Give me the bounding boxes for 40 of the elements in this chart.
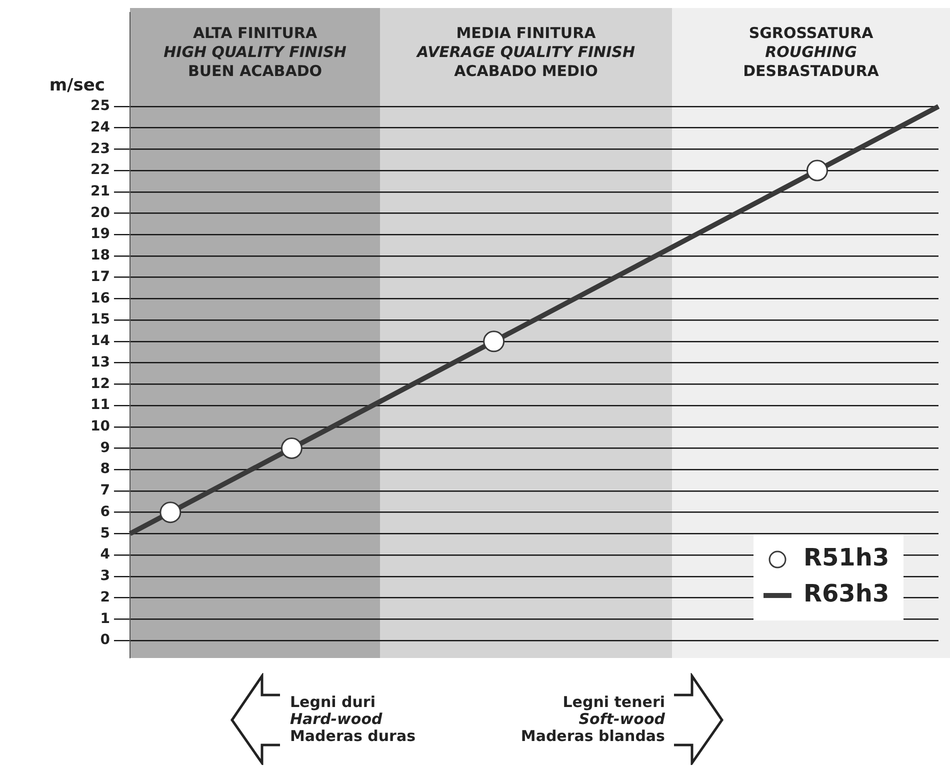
y-tick-label: 9 (100, 440, 110, 456)
y-tick-label: 7 (100, 482, 110, 499)
point (483, 330, 505, 352)
y-axis-title: m/sec (49, 75, 105, 96)
y-tick-label: 16 (90, 290, 110, 306)
legend-label: R51h3 (804, 544, 890, 572)
point (160, 502, 182, 524)
y-tick-label: 17 (90, 268, 110, 285)
y-tick-label: 6 (100, 504, 110, 520)
point (806, 160, 828, 182)
text: Legni duri Hard-wood Maderas duras (290, 693, 416, 745)
y-tick-label: 2 (100, 589, 110, 606)
point (280, 437, 302, 459)
y-tick-label: 1 (100, 610, 110, 627)
y-tick-label: 12 (90, 376, 110, 392)
y-tick-label: 10 (90, 418, 110, 435)
y-tick-label: 4 (100, 546, 110, 563)
y-tick-label: 3 (100, 568, 110, 584)
y-tick-label: 5 (100, 525, 110, 542)
y-tick-label: 18 (90, 248, 110, 264)
y-tick-label: 8 (100, 461, 110, 478)
y-tick-label: 21 (90, 184, 110, 200)
text: Legni teneri Soft-wood Maderas blandas (520, 693, 665, 745)
y-tick-label: 0 (100, 632, 110, 648)
y-tick-label: 20 (90, 204, 110, 221)
annotation: ALTA FINITURA HIGH QUALITY FINISH BUEN ACABADO (162, 24, 348, 81)
y-tick-label: 15 (90, 312, 110, 328)
y-tick-label: 19 (90, 226, 110, 242)
y-tick-label: 24 (90, 119, 110, 136)
y-tick-label: 11 (90, 397, 110, 414)
annotation: SGROSSATURA ROUGHING DESBASTADURA (742, 24, 880, 81)
y-tick-label: 22 (90, 162, 110, 178)
y-tick-label: 23 (90, 140, 110, 157)
shaded-panel: MEDIA FINITURA AVERAGE QUALITY FINISH ACABADO MEDIO (380, 8, 672, 658)
legend-label: R63h3 (804, 580, 890, 608)
shaded-panel: ALTA FINITURA HIGH QUALITY FINISH BUEN ACABADO (130, 8, 380, 658)
annotation: MEDIA FINITURA AVERAGE QUALITY FINISH ACABADO MEDIO (415, 24, 636, 81)
y-tick-label: 13 (90, 354, 110, 370)
y-tick-label: 25 (90, 98, 110, 114)
y-tick-label: 14 (90, 333, 110, 350)
